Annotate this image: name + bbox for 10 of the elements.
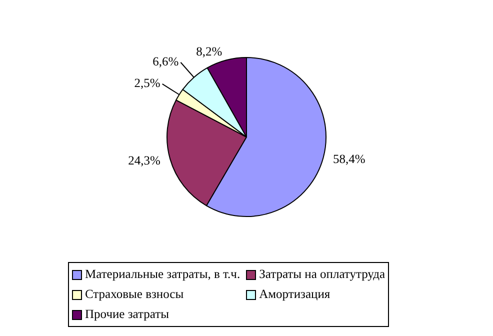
data-label: 24,3% [128,153,160,168]
legend-label: Прочие затраты [85,307,169,322]
legend-label: Страховые взносы [85,287,184,302]
legend-label: Материальные затраты, в т.ч. [85,267,240,282]
data-label: 2,5% [134,76,160,90]
legend-label: Затраты на оплатутруда [259,267,386,282]
legend-label: Амортизация [259,287,330,302]
data-label: 6,6% [152,54,179,69]
data-label: 8,2% [196,44,222,59]
data-label: 58,4% [332,152,366,166]
